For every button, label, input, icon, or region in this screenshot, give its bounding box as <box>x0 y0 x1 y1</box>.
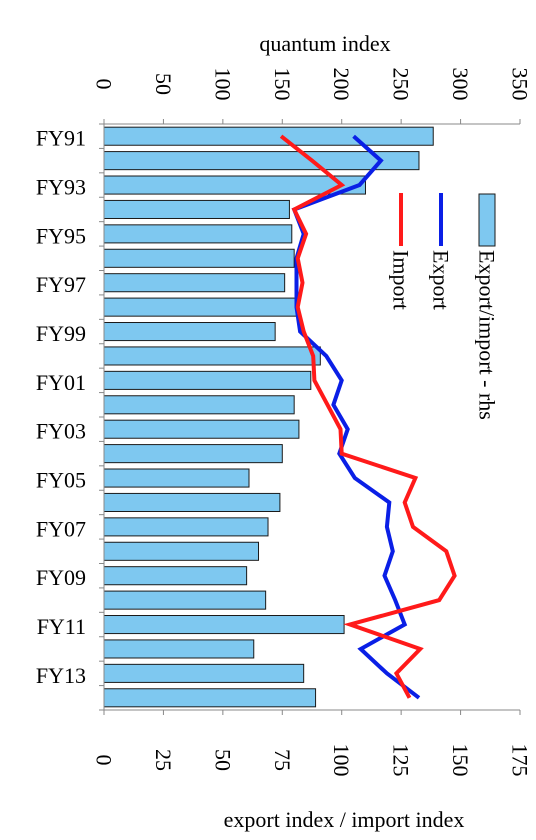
top-axis-tick-label: 250 <box>389 68 414 101</box>
top-axis-tick-label: 300 <box>448 68 473 101</box>
bottom-axis-tick-label: 100 <box>329 744 354 777</box>
bar-FY02 <box>103 395 295 415</box>
category-tick-label: FY95 <box>36 223 86 248</box>
category-tick-label: FY03 <box>36 419 86 444</box>
bar-FY09 <box>103 566 248 586</box>
bar-FY97 <box>103 273 286 293</box>
bottom-axis-tick-label: 0 <box>92 755 117 766</box>
bar-FY10 <box>103 590 267 610</box>
top-axis-tick-label: 200 <box>329 68 354 101</box>
bar-FY95 <box>103 224 293 244</box>
bar-FY06 <box>103 492 281 512</box>
bar-FY99 <box>103 322 276 342</box>
bottom-axis-title: export index / import index <box>224 807 465 832</box>
bottom-axis-tick-label: 125 <box>389 744 414 777</box>
bar-FY14 <box>103 688 317 708</box>
top-axis-tick-label: 150 <box>270 68 295 101</box>
top-axis-tick-label: 350 <box>508 68 533 101</box>
top-axis-title: quantum index <box>259 31 390 56</box>
bottom-axis-tick-label: 175 <box>508 744 533 777</box>
bar-FY94 <box>103 199 290 219</box>
line-import <box>279 134 457 699</box>
category-tick-label: FY01 <box>36 370 86 395</box>
bottom-axis-tick-label: 150 <box>448 744 473 777</box>
top-axis-tick-label: 0 <box>92 79 117 90</box>
bar-FY07 <box>103 517 269 537</box>
legend-label-export-import-rhs: Export/import - rhs <box>475 250 500 420</box>
top-axis-tick-label: 50 <box>151 73 176 95</box>
category-tick-label: FY07 <box>36 516 86 541</box>
bar-FY12 <box>103 639 255 659</box>
category-tick-label: FY09 <box>36 565 86 590</box>
bar-FY04 <box>103 444 283 464</box>
bar-FY08 <box>103 541 260 561</box>
bottom-axis-tick-label: 50 <box>210 749 235 771</box>
bottom-axis-tick-label: 75 <box>270 749 295 771</box>
bar-FY91 <box>103 126 434 146</box>
bar-FY96 <box>103 248 295 268</box>
legend-label-export: Export <box>429 250 454 310</box>
legend-label-import: Import <box>389 250 414 310</box>
category-tick-label: FY13 <box>36 663 86 688</box>
category-tick-label: FY91 <box>36 126 86 151</box>
bar-FY05 <box>103 468 250 488</box>
bar-FY13 <box>103 663 305 683</box>
category-tick-label: FY97 <box>36 272 86 297</box>
bottom-axis-tick-label: 25 <box>151 749 176 771</box>
bar-FY98 <box>103 297 300 317</box>
bar-FY03 <box>103 419 300 439</box>
top-axis-tick-label: 100 <box>210 68 235 101</box>
category-tick-label: FY93 <box>36 175 86 200</box>
bar-FY11 <box>103 615 345 635</box>
legend-swatch-export-import-rhs <box>478 193 496 247</box>
category-tick-label: FY99 <box>36 321 86 346</box>
bar-FY01 <box>103 370 312 390</box>
bar-FY00 <box>103 346 321 366</box>
category-tick-label: FY11 <box>37 614 86 639</box>
category-tick-label: FY05 <box>36 468 86 493</box>
